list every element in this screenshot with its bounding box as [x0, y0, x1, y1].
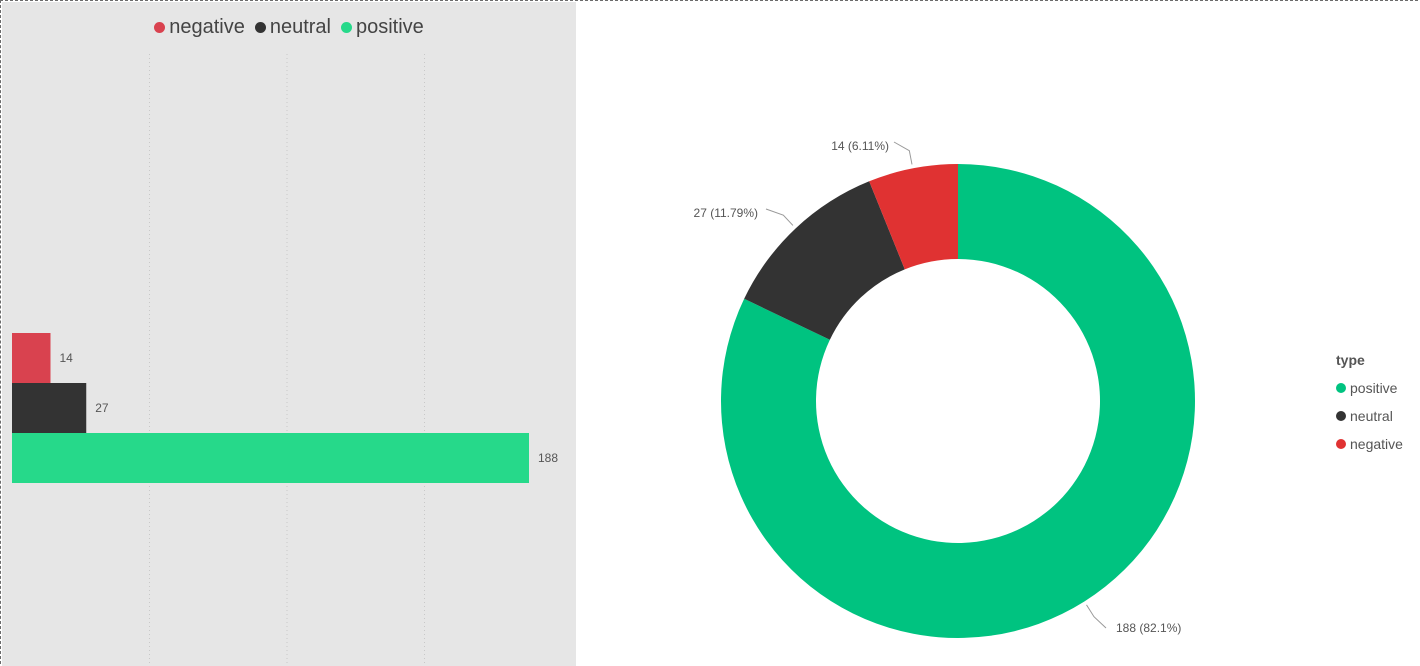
leader-line — [893, 141, 913, 165]
legend-dot-icon — [154, 22, 166, 33]
donut-legend-label: neutral — [1350, 408, 1393, 424]
leader-line — [765, 208, 794, 226]
bar-legend: negative neutral positive — [2, 16, 576, 39]
donut-legend-label: negative — [1350, 436, 1403, 452]
bar-negative[interactable] — [12, 333, 51, 383]
donut-legend-item-neutral[interactable]: neutral — [1336, 402, 1403, 430]
bar-legend-item-positive[interactable]: positive — [340, 16, 424, 39]
bar-data-label: 27 — [95, 401, 109, 415]
legend-dot-icon — [340, 22, 352, 33]
bar-legend-label: neutral — [269, 16, 331, 38]
bar-chart-panel: 14 27 188 negative neutral positive — [2, 2, 576, 666]
bar-data-label: 188 — [538, 451, 558, 465]
donut-legend-item-negative[interactable]: negative — [1336, 430, 1403, 458]
bar-positive[interactable] — [12, 433, 529, 483]
legend-dot-icon — [254, 22, 266, 33]
donut-legend: type positive neutral negative — [1336, 352, 1403, 458]
donut-legend-title: type — [1336, 352, 1365, 368]
donut-chart: 188 (82.1%) 27 (11.79%) 14 (6.11%) — [694, 139, 1195, 638]
leader-line — [1086, 604, 1107, 629]
bar-legend-item-negative[interactable]: negative — [154, 16, 245, 39]
donut-slice-negative[interactable] — [869, 164, 958, 270]
bar-data-label: 14 — [60, 351, 74, 365]
bar-neutral[interactable] — [12, 383, 87, 433]
donut-slice-positive[interactable] — [721, 164, 1195, 638]
donut-legend-item-positive[interactable]: positive — [1336, 374, 1403, 402]
donut-data-label: 14 (6.11%) — [831, 139, 889, 153]
donut-data-label: 188 (82.1%) — [1116, 621, 1181, 635]
donut-data-label: 27 (11.79%) — [694, 206, 758, 220]
legend-dot-icon — [1336, 439, 1346, 449]
bar-legend-label: negative — [169, 16, 245, 38]
bar-legend-item-neutral[interactable]: neutral — [254, 16, 331, 39]
donut-legend-label: positive — [1350, 380, 1398, 396]
legend-dot-icon — [1336, 383, 1346, 393]
bar-chart: 14 27 188 — [12, 54, 558, 666]
bar-legend-label: positive — [355, 16, 424, 38]
legend-dot-icon — [1336, 411, 1346, 421]
donut-slice-neutral[interactable] — [744, 181, 905, 340]
